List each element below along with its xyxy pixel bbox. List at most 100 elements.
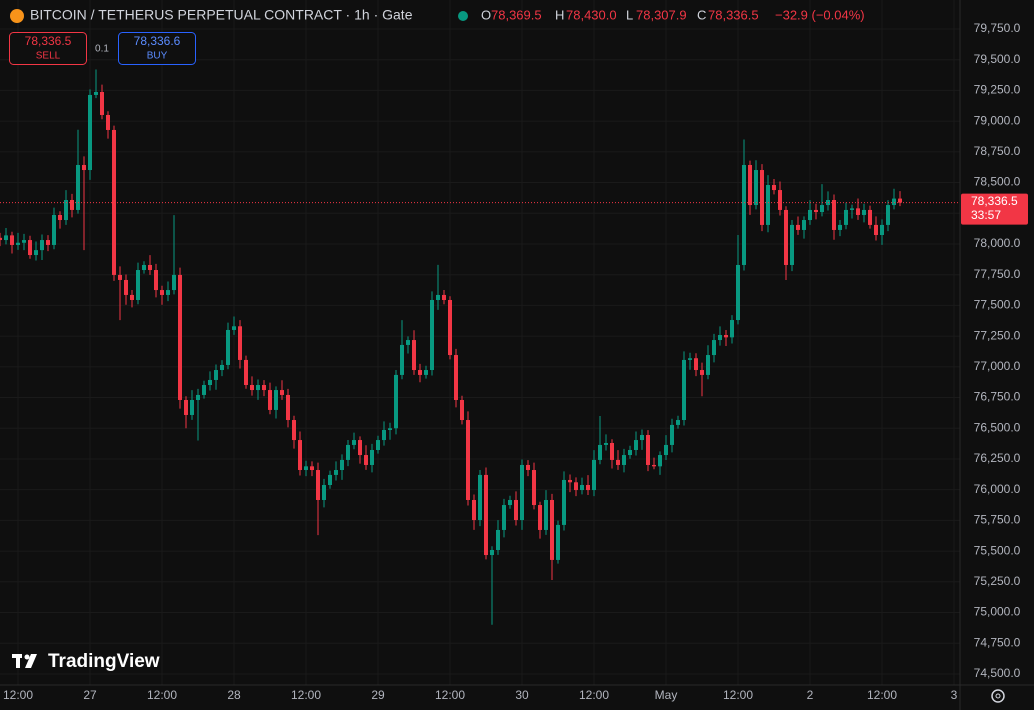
candle-body	[424, 370, 428, 375]
candle-body	[520, 464, 524, 521]
y-tick-label: 76,500.0	[974, 420, 1021, 434]
ohlc-value: 78,369.5	[491, 7, 542, 22]
candle-body	[220, 364, 224, 371]
y-tick-label: 75,500.0	[974, 543, 1021, 557]
y-tick-label: 76,750.0	[974, 390, 1021, 404]
x-tick-label: 29	[371, 688, 385, 702]
candle-body	[748, 164, 752, 206]
settings-icon-core	[995, 693, 1001, 699]
candle-body	[394, 374, 398, 429]
candle-body	[820, 205, 824, 213]
candle-body	[64, 199, 68, 221]
candle-body	[208, 379, 212, 386]
candle-body	[412, 340, 416, 371]
candle-body	[850, 208, 854, 210]
y-tick-label: 79,750.0	[974, 21, 1021, 35]
candle-body	[94, 92, 98, 95]
candle-body	[838, 224, 842, 230]
logo-icon	[12, 654, 37, 668]
ohlc-key: H	[555, 7, 564, 22]
candle-body	[886, 205, 890, 225]
candle-body	[190, 399, 194, 415]
candle-body	[712, 340, 716, 356]
candle-body	[166, 290, 170, 295]
y-tick-label: 75,000.0	[974, 605, 1021, 619]
x-tick-label: May	[655, 688, 678, 702]
candle-body	[862, 209, 866, 215]
candle-body	[202, 385, 206, 395]
candle-body	[352, 440, 356, 445]
y-tick-label: 78,750.0	[974, 144, 1021, 158]
y-tick-label: 74,500.0	[974, 666, 1021, 680]
candle-body	[466, 420, 470, 500]
candle-body	[514, 499, 518, 521]
candle-body	[670, 424, 674, 445]
candle-body	[484, 474, 488, 556]
candle-body	[400, 344, 404, 375]
y-tick-label: 76,000.0	[974, 482, 1021, 496]
candle-body	[340, 459, 344, 471]
candle-body	[688, 358, 692, 360]
candle-body	[718, 335, 722, 341]
candle-body	[706, 355, 710, 375]
candle-body	[136, 270, 140, 300]
candle-body	[532, 470, 536, 506]
x-tick-label: 12:00	[867, 688, 897, 702]
x-tick-label: 12:00	[723, 688, 753, 702]
candle-body	[646, 435, 650, 465]
candle-body	[460, 399, 464, 421]
candle-body	[382, 429, 386, 441]
size: 0.1	[95, 44, 109, 55]
candle-body	[256, 385, 260, 391]
candle-body	[334, 470, 338, 475]
sell-button[interactable]	[9, 32, 87, 65]
candle-body	[370, 449, 374, 465]
x-tick-label: 12:00	[579, 688, 609, 702]
candle-body	[574, 482, 578, 491]
candle-body	[214, 370, 218, 380]
candle-body	[430, 299, 434, 371]
candle-body	[250, 385, 254, 391]
candle-body	[580, 485, 584, 491]
candle-body	[0, 237, 2, 241]
candle-body	[58, 214, 62, 221]
symbol-title: BITCOIN / TETHERUS PERPETUAL CONTRACT · …	[30, 7, 413, 23]
candle-body	[436, 294, 440, 300]
candle-body	[772, 185, 776, 191]
x-tick-label: 12:00	[147, 688, 177, 702]
candle-body	[538, 505, 542, 530]
candle-body	[232, 326, 236, 330]
settings-icon[interactable]	[991, 689, 1005, 703]
y-tick-label: 75,250.0	[974, 574, 1021, 588]
buy-button[interactable]	[118, 32, 196, 65]
candle-body	[274, 390, 278, 410]
candle-body	[616, 459, 620, 465]
y-tick-label: 79,000.0	[974, 113, 1021, 127]
candle-body	[328, 474, 332, 486]
candle-body	[76, 164, 80, 210]
candle-body	[70, 199, 74, 210]
candle-body	[472, 499, 476, 521]
candle-body	[628, 449, 632, 456]
status-dot	[458, 11, 468, 21]
candle-body	[676, 420, 680, 425]
candle-body	[106, 114, 110, 130]
y-tick-label: 75,750.0	[974, 513, 1021, 527]
candle-body	[298, 440, 302, 471]
candle-body	[148, 264, 152, 271]
ohlc-value: 78,336.5	[708, 7, 759, 22]
candle-body	[880, 224, 884, 236]
candle-body	[592, 459, 596, 491]
candle-body	[448, 299, 452, 356]
candle-body	[82, 164, 86, 171]
y-tick-label: 79,250.0	[974, 83, 1021, 97]
candle-body	[874, 224, 878, 236]
y-tick-label: 76,250.0	[974, 451, 1021, 465]
ohlc-value: 78,430.0	[566, 7, 617, 22]
candle-body	[28, 240, 32, 256]
candle-body	[226, 329, 230, 365]
candle-body	[178, 274, 182, 400]
candle-body	[124, 279, 128, 295]
ohlc-key: L	[626, 7, 633, 22]
